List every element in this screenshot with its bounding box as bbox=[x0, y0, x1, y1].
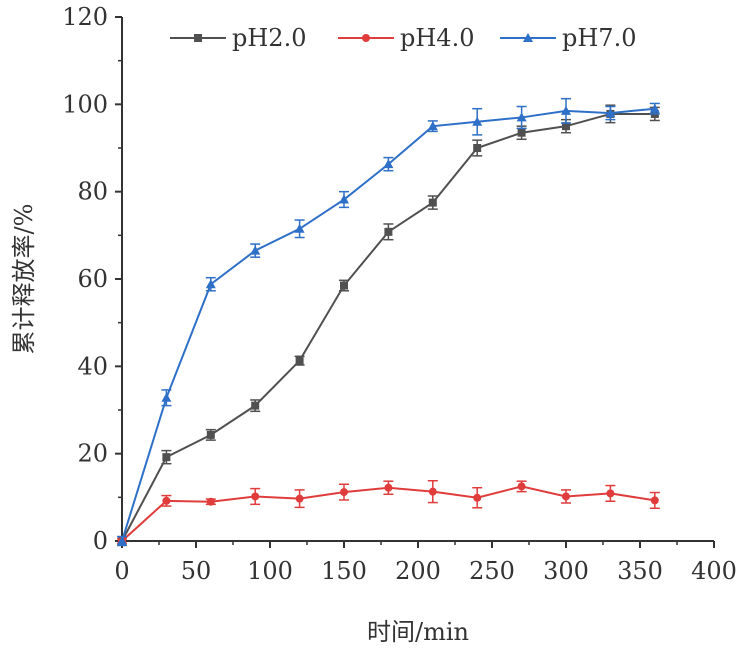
legend-marker bbox=[523, 33, 533, 42]
data-point bbox=[295, 356, 304, 365]
legend-item: pH7.0 bbox=[500, 24, 636, 52]
y-tick-label: 80 bbox=[77, 178, 108, 206]
data-point bbox=[117, 536, 127, 545]
y-tick-label: 60 bbox=[77, 265, 108, 293]
data-point bbox=[206, 497, 215, 506]
legend-label: pH4.0 bbox=[400, 24, 474, 52]
data-point bbox=[562, 122, 570, 131]
legend-item: pH4.0 bbox=[338, 24, 474, 52]
legend-label: pH2.0 bbox=[232, 24, 306, 52]
x-tick-label: 400 bbox=[691, 557, 737, 585]
x-tick-label: 50 bbox=[181, 557, 212, 585]
data-point bbox=[428, 198, 437, 207]
legend-marker bbox=[362, 34, 370, 42]
data-point bbox=[295, 494, 304, 503]
y-tick-label: 20 bbox=[77, 440, 108, 468]
data-point bbox=[428, 487, 437, 496]
data-point bbox=[517, 482, 526, 491]
legend-item: pH2.0 bbox=[170, 24, 306, 52]
x-tick-label: 0 bbox=[114, 557, 129, 585]
data-point bbox=[472, 116, 483, 126]
x-tick-label: 350 bbox=[617, 557, 663, 585]
data-point bbox=[250, 245, 261, 255]
data-point bbox=[340, 281, 348, 290]
data-point bbox=[206, 430, 215, 439]
data-point bbox=[205, 279, 216, 289]
x-tick-label: 250 bbox=[469, 557, 515, 585]
data-point bbox=[384, 483, 393, 492]
data-point bbox=[516, 112, 527, 122]
data-point bbox=[562, 492, 570, 501]
x-tick-label: 300 bbox=[543, 557, 589, 585]
data-point bbox=[161, 392, 172, 402]
data-point bbox=[162, 453, 171, 462]
data-point bbox=[649, 103, 660, 113]
series-ph4-0 bbox=[117, 479, 660, 545]
y-tick-label: 0 bbox=[93, 527, 108, 555]
data-point bbox=[605, 108, 616, 118]
data-point bbox=[251, 401, 260, 410]
y-ticks: 0 20 40 60 80 100 120 bbox=[62, 3, 122, 555]
x-axis-title: 时间/min bbox=[367, 618, 469, 646]
series-ph2-0 bbox=[117, 104, 660, 547]
legend: pH2.0 pH4.0 pH7.0 bbox=[170, 24, 636, 52]
data-point bbox=[340, 488, 348, 497]
y-axis-title: 累计释放率/% bbox=[10, 204, 38, 355]
series-line bbox=[121, 107, 655, 542]
data-point bbox=[473, 144, 482, 152]
x-ticks: 0 50 100 150 200 250 300 350 400 bbox=[114, 541, 737, 585]
legend-label: pH7.0 bbox=[562, 24, 636, 52]
data-point bbox=[251, 492, 260, 501]
data-point bbox=[427, 121, 438, 131]
data-point bbox=[162, 496, 171, 505]
data-point bbox=[339, 194, 349, 204]
x-tick-label: 150 bbox=[321, 557, 367, 585]
data-point bbox=[384, 227, 393, 236]
series-line bbox=[121, 112, 655, 542]
data-point bbox=[606, 489, 615, 498]
data-point bbox=[294, 223, 305, 233]
series bbox=[117, 97, 660, 547]
data-point bbox=[650, 496, 659, 505]
series-ph7-0 bbox=[117, 97, 660, 547]
y-tick-label: 40 bbox=[77, 352, 108, 380]
data-point bbox=[517, 128, 526, 137]
x-tick-label: 100 bbox=[247, 557, 293, 585]
data-point bbox=[561, 105, 571, 115]
x-tick-label: 200 bbox=[395, 557, 441, 585]
y-tick-label: 100 bbox=[62, 90, 108, 118]
legend-marker bbox=[194, 34, 202, 42]
y-tick-label: 120 bbox=[62, 3, 108, 31]
data-point bbox=[383, 159, 394, 169]
data-point bbox=[473, 493, 482, 502]
